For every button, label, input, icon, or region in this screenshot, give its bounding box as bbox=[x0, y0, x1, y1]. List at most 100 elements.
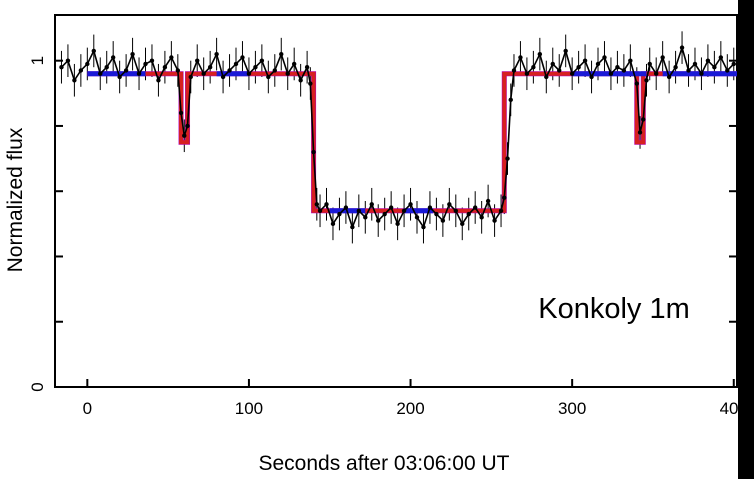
data-point bbox=[511, 68, 517, 73]
data-point bbox=[178, 110, 184, 116]
data-point bbox=[427, 205, 433, 210]
data-point bbox=[602, 55, 607, 60]
data-point bbox=[201, 71, 206, 76]
data-point bbox=[85, 61, 90, 67]
data-point bbox=[330, 221, 336, 227]
data-point bbox=[472, 205, 478, 210]
data-point bbox=[298, 78, 303, 83]
data-point bbox=[376, 218, 381, 223]
data-point bbox=[78, 68, 84, 73]
data-point bbox=[266, 74, 271, 80]
data-point bbox=[291, 61, 297, 67]
data-point bbox=[589, 74, 594, 80]
data-point bbox=[110, 55, 116, 60]
y-axis-title: Normalized flux bbox=[4, 127, 27, 272]
data-point bbox=[440, 218, 446, 223]
data-point bbox=[130, 51, 135, 57]
data-point bbox=[705, 58, 711, 63]
data-point bbox=[98, 71, 103, 76]
data-point bbox=[382, 211, 387, 217]
data-point bbox=[524, 71, 530, 76]
data-point bbox=[653, 71, 659, 76]
data-point bbox=[686, 68, 691, 73]
data-point bbox=[502, 195, 507, 200]
data-point bbox=[508, 97, 513, 103]
data-point bbox=[466, 211, 471, 217]
model-line-red bbox=[87, 71, 737, 213]
data-point bbox=[259, 58, 265, 63]
data-point bbox=[628, 58, 633, 63]
data-point bbox=[59, 65, 64, 70]
data-point bbox=[169, 55, 174, 60]
data-point bbox=[518, 55, 523, 60]
data-point bbox=[434, 211, 439, 217]
observed-flux-series bbox=[59, 44, 736, 230]
chart-annotation: Konkoly 1m bbox=[538, 293, 690, 325]
data-point bbox=[337, 211, 342, 217]
data-point bbox=[175, 68, 181, 73]
data-point bbox=[692, 61, 698, 67]
data-point bbox=[479, 215, 484, 220]
data-point bbox=[712, 65, 717, 70]
data-point bbox=[408, 202, 413, 207]
data-point bbox=[537, 51, 543, 57]
data-point bbox=[634, 81, 640, 86]
data-point bbox=[227, 68, 232, 73]
x-tick-label: 300 bbox=[558, 399, 586, 418]
data-point bbox=[104, 65, 109, 70]
data-point bbox=[308, 81, 313, 86]
x-tick-label: 0 bbox=[83, 399, 92, 418]
data-point bbox=[557, 68, 562, 73]
data-point bbox=[660, 55, 665, 60]
data-point bbox=[350, 224, 355, 230]
data-point bbox=[117, 74, 122, 80]
x-axis-title: Seconds after 03:06:00 UT bbox=[259, 452, 510, 475]
data-point bbox=[421, 224, 426, 230]
data-point bbox=[65, 58, 71, 63]
data-point bbox=[253, 65, 258, 70]
data-point bbox=[414, 215, 420, 220]
data-point bbox=[185, 123, 190, 129]
data-point bbox=[731, 61, 736, 67]
data-point bbox=[395, 221, 400, 227]
data-point bbox=[285, 71, 290, 76]
data-point bbox=[317, 208, 323, 213]
data-point bbox=[195, 58, 200, 63]
data-point bbox=[498, 208, 504, 213]
data-point bbox=[314, 202, 320, 207]
data-point bbox=[123, 68, 129, 73]
data-point bbox=[550, 61, 555, 67]
axis-ticks bbox=[55, 59, 737, 388]
x-tick-label: 200 bbox=[396, 399, 424, 418]
data-point bbox=[272, 68, 277, 73]
data-point bbox=[582, 58, 588, 63]
data-point bbox=[608, 71, 614, 76]
data-point bbox=[220, 74, 226, 80]
data-point bbox=[72, 78, 77, 83]
plot-frame bbox=[54, 14, 738, 388]
data-point bbox=[576, 65, 581, 70]
data-point bbox=[718, 55, 724, 60]
data-point bbox=[460, 221, 465, 227]
data-point bbox=[666, 74, 672, 80]
data-point bbox=[485, 198, 491, 204]
data-point bbox=[401, 208, 407, 213]
data-point bbox=[388, 205, 394, 210]
data-point bbox=[240, 55, 245, 60]
data-point bbox=[595, 61, 601, 67]
data-point bbox=[356, 208, 362, 213]
data-point bbox=[343, 205, 349, 210]
data-point bbox=[673, 65, 678, 70]
data-point bbox=[188, 74, 193, 80]
data-point bbox=[246, 71, 252, 76]
data-point bbox=[324, 202, 329, 207]
data-point bbox=[615, 65, 620, 70]
data-point bbox=[699, 71, 704, 76]
data-point bbox=[149, 58, 155, 63]
data-point bbox=[311, 149, 316, 155]
data-point bbox=[453, 208, 458, 213]
data-point bbox=[531, 65, 536, 70]
data-point bbox=[304, 65, 310, 70]
